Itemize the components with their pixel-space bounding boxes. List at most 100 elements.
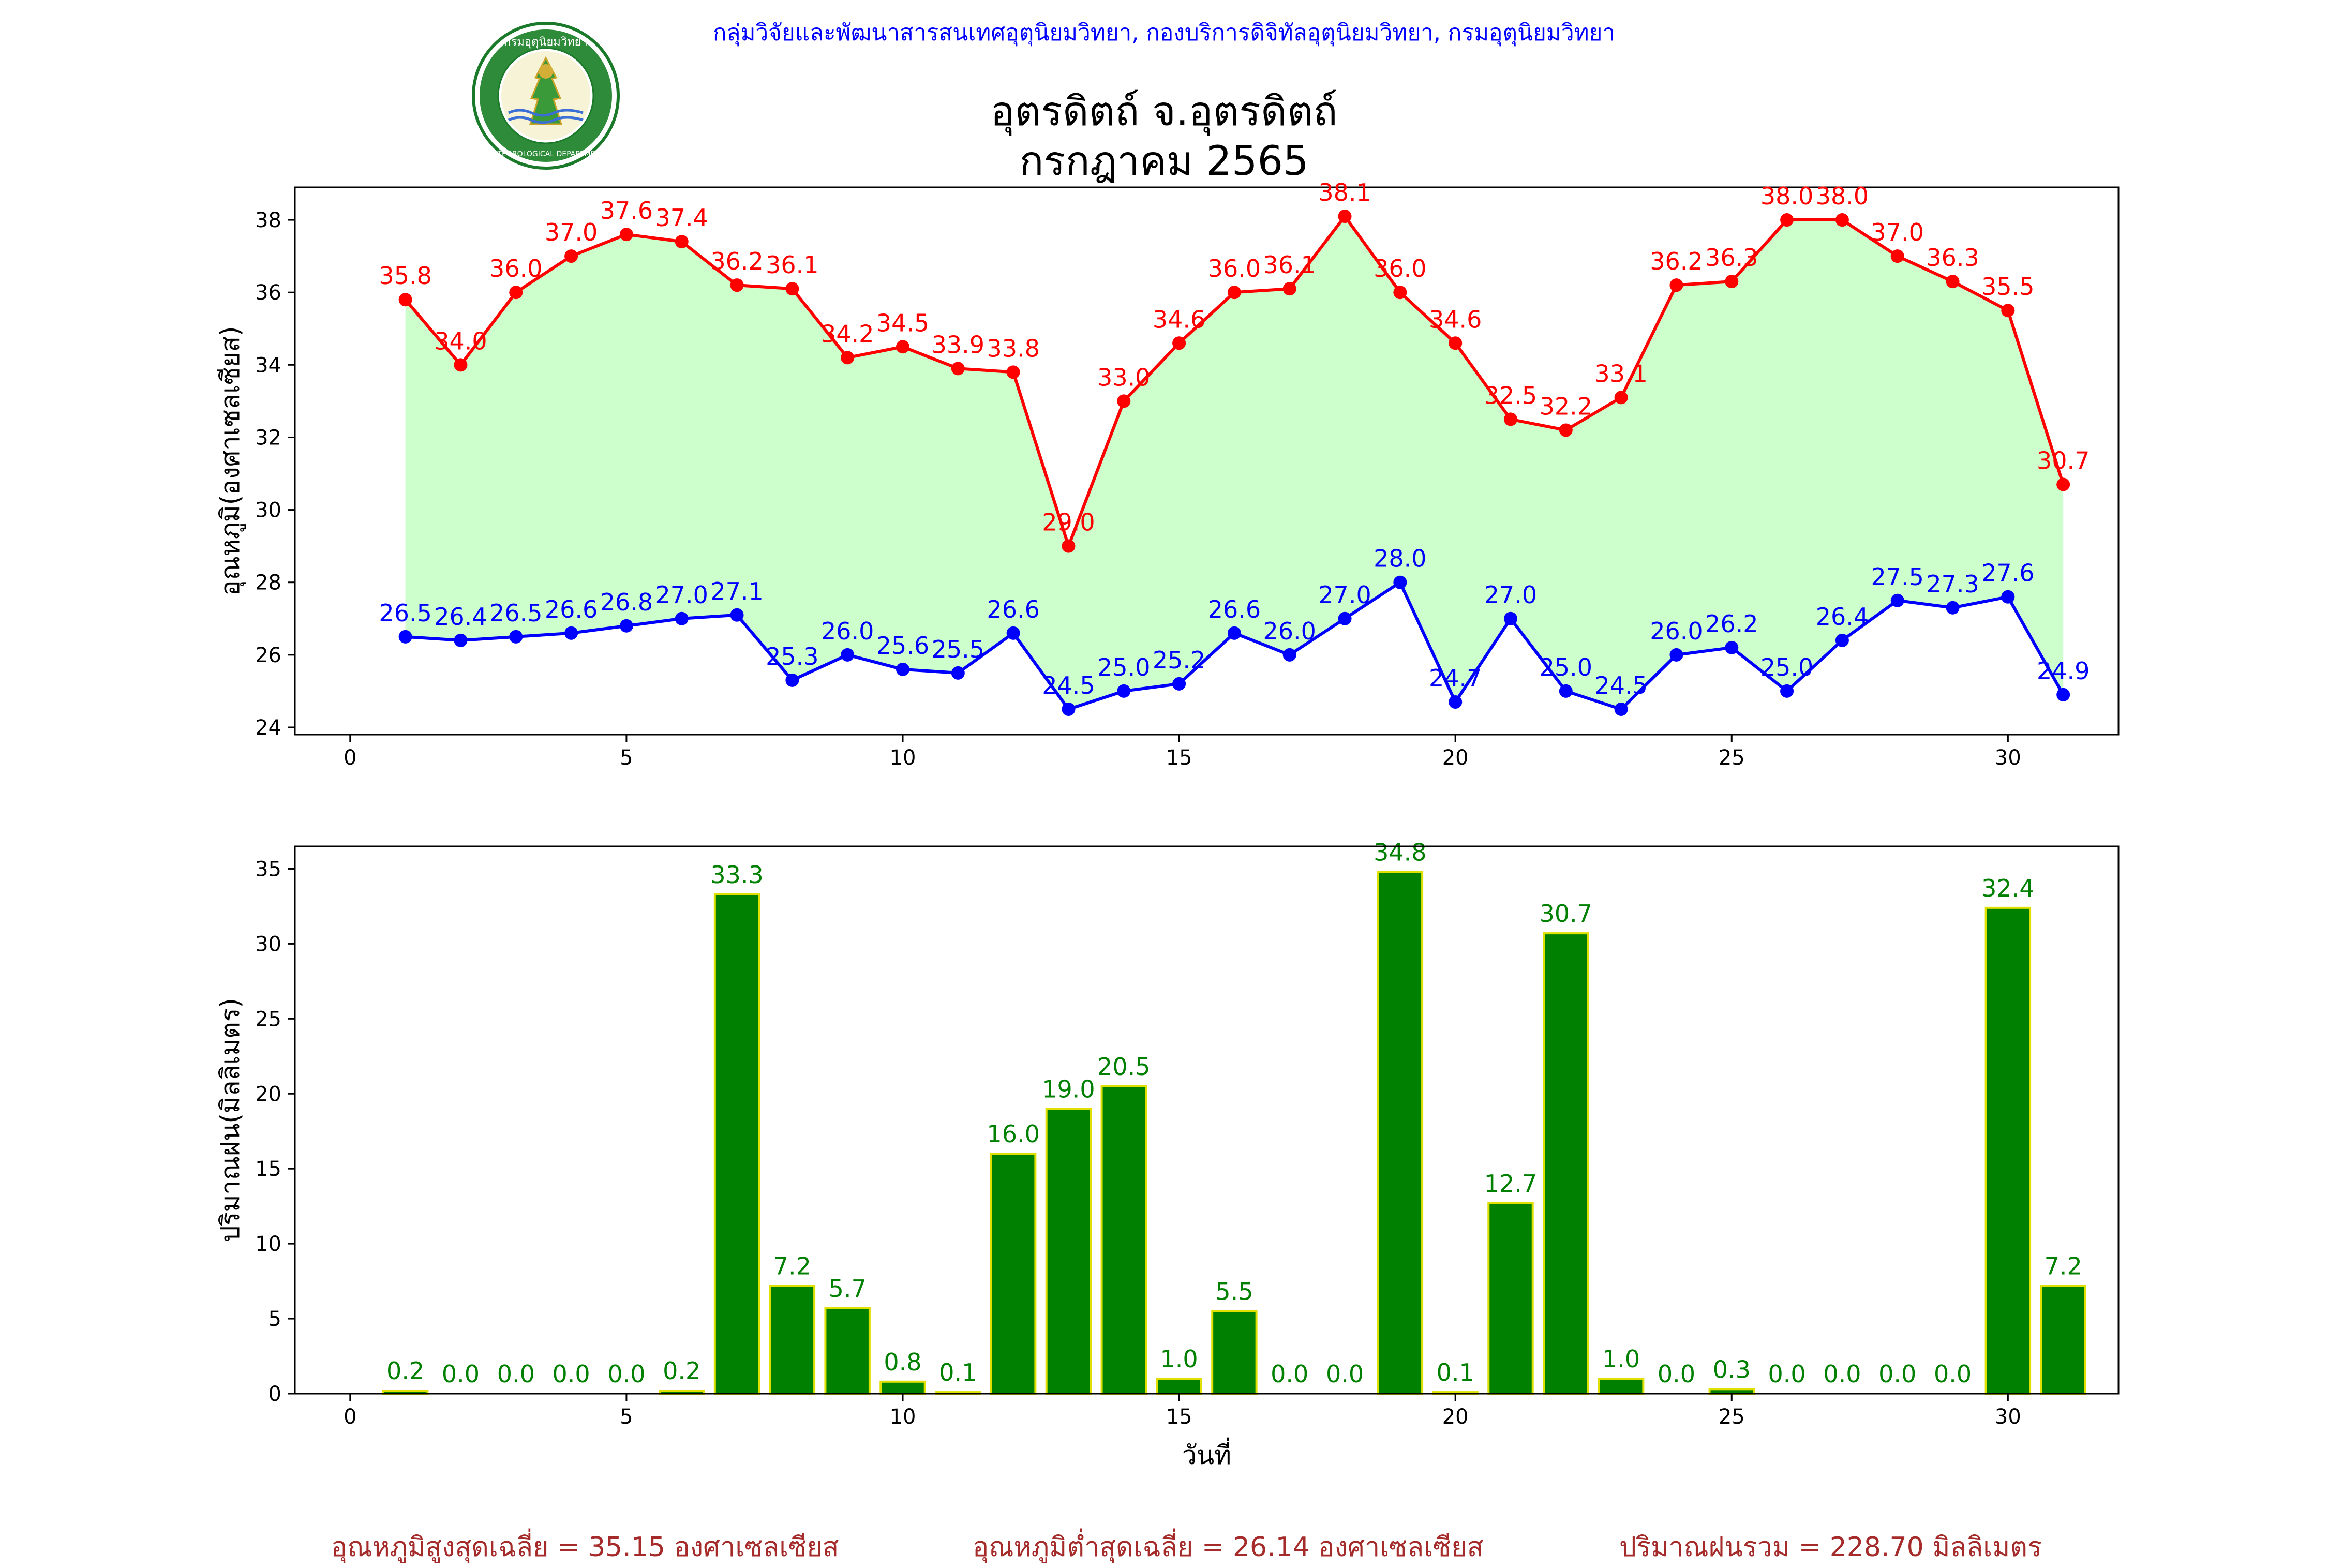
min-temperature-data-label: 25.6 <box>876 632 929 660</box>
summary-footer: อุณหภูมิสูงสุดเฉลี่ย = 35.15 องศาเซลเซีย… <box>0 1525 2328 1563</box>
min-temperature-point <box>1172 677 1186 691</box>
temperature-plot-frame <box>294 186 2120 736</box>
min-temperature-point <box>1062 702 1076 716</box>
min-temperature-data-label: 25.0 <box>1097 653 1150 681</box>
x-tick-label: 10 <box>890 746 916 770</box>
max-temperature-data-label: 36.2 <box>710 247 763 275</box>
rainfall-data-label: 32.4 <box>1981 874 2034 902</box>
rainfall-bar <box>990 1153 1037 1395</box>
min-temperature-data-label: 24.5 <box>1594 671 1647 699</box>
max-temperature-data-label: 38.1 <box>1318 178 1371 206</box>
x-tick-label: 20 <box>1442 746 1469 770</box>
min-temperature-point <box>1338 611 1352 625</box>
max-temperature-point <box>785 282 799 296</box>
rainfall-data-label: 0.0 <box>1768 1360 1806 1388</box>
max-temperature-data-label: 36.0 <box>1374 255 1426 282</box>
min-temperature-point <box>454 633 468 647</box>
rainfall-data-label: 0.0 <box>553 1360 590 1388</box>
rainfall-data-label: 0.0 <box>1326 1360 1364 1388</box>
max-temperature-data-label: 34.5 <box>876 309 929 337</box>
max-temperature-point <box>2001 304 2015 318</box>
min-temperature-point <box>1669 648 1683 662</box>
max-temperature-data-label: 33.8 <box>987 334 1039 362</box>
max-temperature-data-label: 36.0 <box>489 255 542 282</box>
x-tick-label: 0 <box>344 746 356 770</box>
y-tick-label: 32 <box>255 426 281 450</box>
min-temperature-point <box>564 626 578 640</box>
max-temperature-point <box>1062 539 1076 553</box>
max-temperature-data-label: 36.0 <box>1208 255 1261 282</box>
min-temperature-data-label: 25.3 <box>766 643 818 670</box>
max-temperature-data-label: 35.5 <box>1981 273 2034 301</box>
x-tick-label: 15 <box>1166 746 1192 770</box>
min-temperature-point <box>509 630 523 644</box>
rainfall-data-label: 20.5 <box>1097 1053 1150 1081</box>
max-temperature-point <box>1890 249 1904 263</box>
min-temperature-data-label: 26.0 <box>1650 617 1703 645</box>
y-tick-label: 25 <box>255 1007 281 1031</box>
min-temperature-data-label: 27.3 <box>1926 570 1979 598</box>
max-temperature-point <box>1504 412 1517 426</box>
y-tick-label: 34 <box>255 353 281 377</box>
min-temperature-data-label: 27.6 <box>1981 559 2034 587</box>
max-temperature-point <box>951 362 965 376</box>
max-temperature-data-label: 33.1 <box>1594 360 1647 387</box>
y-tick-label: 5 <box>268 1307 281 1331</box>
min-temperature-point <box>1006 626 1020 640</box>
max-temperature-data-label: 32.2 <box>1540 392 1592 420</box>
page-title: อุตรดิตถ์ จ.อุตรดิตถ์ กรกฎาคม 2565 <box>0 87 2328 186</box>
rainfall-data-label: 33.3 <box>710 861 763 889</box>
rainfall-bar <box>1156 1378 1202 1395</box>
x-tick-label: 25 <box>1719 1405 1745 1429</box>
rainfall-chart: 0.2 0.0 0.0 0.0 0.0 0.2 33.3 7.2 5.7 0.8 0.1 16.019… <box>215 838 2120 1470</box>
rainfall-bar <box>713 893 760 1395</box>
max-temperature-point <box>730 278 744 292</box>
min-temperature-data-label: 26.4 <box>1816 603 1869 631</box>
max-temperature-data-label: 33.0 <box>1097 363 1150 391</box>
max-temperature-point <box>398 293 412 307</box>
max-temperature-point <box>1006 365 1020 379</box>
x-tick-label: 0 <box>344 1405 356 1429</box>
min-temperature-data-label: 26.6 <box>987 595 1039 623</box>
rainfall-data-label: 0.0 <box>607 1360 645 1388</box>
total-rainfall-text: ปริมาณฝนรวม = 228.70 มิลลิเมตร <box>1619 1532 2042 1563</box>
logo-thai-text: กรมอุตุนิยมวิทยา <box>504 36 588 49</box>
y-tick-label: 24 <box>255 716 281 740</box>
rainfall-data-label: 0.1 <box>1437 1358 1474 1386</box>
x-tick-label: 5 <box>620 1405 633 1429</box>
max-temperature-data-label: 37.0 <box>545 218 598 246</box>
max-temperature-point <box>454 358 468 372</box>
temperature-y-axis-label: อุณหภูมิ(องศาเซลเซียส) <box>215 326 246 595</box>
max-temperature-point <box>1559 423 1573 437</box>
rainfall-bar <box>769 1285 816 1395</box>
min-temperature-point <box>896 662 909 676</box>
y-tick-label: 15 <box>255 1157 281 1181</box>
temperature-range-fill <box>405 216 2064 709</box>
rainfall-data-label: 16.0 <box>987 1120 1039 1148</box>
max-temperature-point <box>675 235 689 249</box>
min-temperature-data-label: 27.0 <box>1318 581 1371 609</box>
rainfall-bar <box>1984 906 2032 1395</box>
rainfall-data-label: 1.0 <box>1602 1345 1640 1373</box>
min-temperature-point <box>1227 626 1241 640</box>
title-month: กรกฎาคม 2565 <box>1019 138 1309 185</box>
rainfall-data-label: 30.7 <box>1540 900 1592 928</box>
rainfall-bar <box>879 1380 926 1395</box>
min-temperature-point <box>1449 695 1463 709</box>
avg-max-temp-text: อุณหภูมิสูงสุดเฉลี่ย = 35.15 องศาเซลเซีย… <box>331 1532 839 1563</box>
min-temperature-data-label: 27.0 <box>1484 581 1537 609</box>
y-tick-label: 10 <box>255 1232 281 1256</box>
min-temperature-data-label: 26.4 <box>434 603 487 631</box>
max-temperature-point <box>509 286 523 300</box>
rainfall-data-label: 0.0 <box>442 1360 480 1388</box>
rainfall-y-axis-label: ปริมาณฝน(มิลลิเมตร) <box>215 998 245 1242</box>
max-temperature-data-label: 36.1 <box>766 251 818 279</box>
min-temperature-point <box>1614 702 1628 716</box>
min-temperature-data-label: 25.5 <box>932 635 984 663</box>
max-temperature-data-label: 36.3 <box>1705 244 1758 272</box>
y-tick-label: 35 <box>255 857 281 881</box>
x-tick-label: 20 <box>1442 1405 1469 1429</box>
min-temperature-data-label: 26.6 <box>545 595 598 623</box>
rainfall-data-label: 7.2 <box>2045 1252 2082 1280</box>
